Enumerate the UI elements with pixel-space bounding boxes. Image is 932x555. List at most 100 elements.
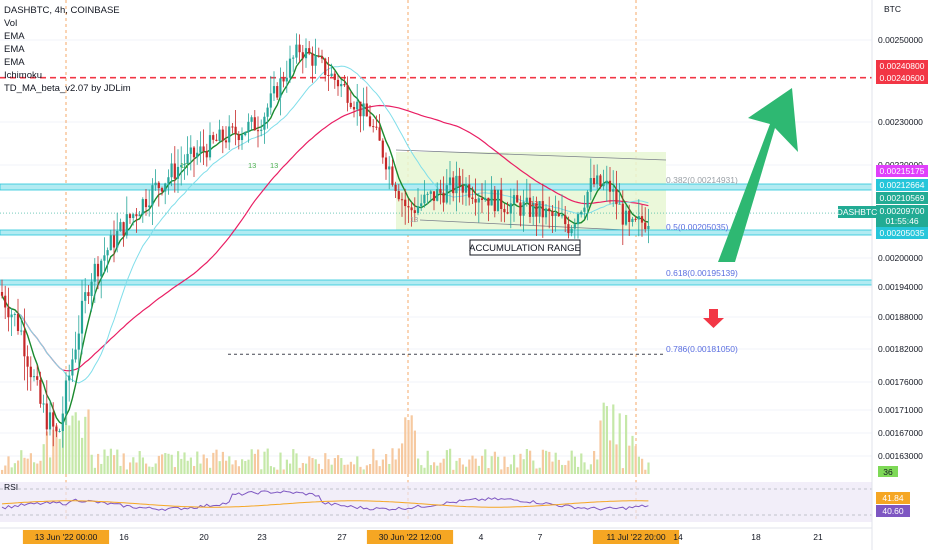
volume-bar-12: [39, 460, 42, 474]
candle-body-93: [298, 44, 301, 53]
candle-body-77: [247, 121, 250, 133]
time-tick-2: 20: [199, 532, 209, 542]
candle-body-161: [516, 195, 519, 203]
legend-td-ma[interactable]: TD_MA_beta_v2.07 by JDLim: [4, 83, 131, 94]
fib-label-3: 0.786(0.00181050): [666, 344, 738, 354]
td-count-1: 13: [270, 161, 278, 170]
candle-body-11: [36, 376, 39, 380]
volume-bar-67: [215, 449, 218, 474]
price-tag-7: 0.00205035: [880, 228, 925, 238]
volume-bar-188: [602, 402, 605, 474]
volume-bar-108: [346, 464, 349, 474]
candle-body-12: [39, 379, 42, 404]
volume-bar-11: [36, 463, 39, 474]
price-tick-9: 0.00171000: [878, 405, 923, 415]
candle-body-141: [452, 177, 455, 194]
volume-bar-95: [305, 463, 308, 474]
time-tick-7: 7: [538, 532, 543, 542]
candle-body-6: [20, 330, 23, 332]
volume-bar-46: [148, 466, 151, 474]
candle-body-24: [77, 333, 80, 350]
volume-bar-190: [609, 440, 612, 474]
volume-bar-27: [87, 409, 90, 474]
candle-body-26: [84, 292, 87, 301]
candle-body-112: [359, 101, 362, 117]
candle-body-46: [148, 205, 151, 208]
legend-ema-3[interactable]: EMA: [4, 57, 25, 68]
volume-bar-172: [551, 461, 554, 474]
volume-bar-170: [545, 450, 548, 474]
candle-body-45: [144, 199, 148, 208]
volume-bar-34: [109, 448, 112, 474]
candle-body-105: [336, 79, 340, 87]
volume-bar-50: [161, 454, 164, 474]
candle-body-151: [484, 197, 487, 200]
time-tick-1: 16: [119, 532, 129, 542]
volume-bar-105: [337, 455, 340, 474]
candle-body-97: [311, 53, 314, 66]
price-tick-8: 0.00176000: [878, 377, 923, 387]
candle-body-184: [589, 178, 592, 192]
price-tick-6: 0.00188000: [878, 312, 923, 322]
candle-body-75: [240, 135, 244, 141]
legend-vol[interactable]: Vol: [4, 18, 18, 29]
candle-body-92: [295, 44, 298, 58]
volume-bar-180: [577, 466, 580, 474]
legend-ema-2[interactable]: EMA: [4, 44, 25, 55]
candle-body-81: [260, 129, 263, 131]
candle-body-8: [26, 356, 29, 367]
volume-bar-0: [1, 469, 4, 474]
candle-body-82: [263, 116, 266, 130]
volume-bar-21: [68, 425, 71, 474]
volume-bar-60: [193, 465, 196, 474]
price-tag-bg-7: [876, 227, 928, 239]
volume-bar-65: [209, 467, 212, 474]
volume-bar-23: [74, 412, 77, 474]
volume-bar-41: [132, 457, 135, 474]
candle-body-145: [464, 184, 468, 193]
candle-body-202: [647, 226, 650, 230]
symbol-tag: DASHBTC: [837, 207, 878, 217]
volume-bar-55: [177, 451, 180, 474]
volume-bar-3: [10, 467, 13, 474]
volume-bar-2: [7, 456, 10, 474]
volume-bar-151: [484, 449, 487, 474]
volume-bar-66: [212, 452, 215, 474]
rsi-tag-bg-1: [876, 505, 910, 517]
volume-bar-75: [241, 459, 244, 474]
candle-body-117: [375, 126, 378, 128]
candle-body-47: [151, 185, 154, 206]
candle-body-33: [106, 250, 109, 256]
volume-bar-121: [388, 463, 391, 474]
price-tick-4: 0.00200000: [878, 253, 923, 263]
volume-bar-140: [449, 448, 452, 474]
price-tag-3: 0.00212664: [880, 180, 925, 190]
candle-body-16: [52, 412, 55, 427]
symbol-tag-bg: [838, 206, 876, 218]
candle-body-58: [186, 153, 189, 164]
candle-body-101: [324, 58, 327, 75]
candle-body-158: [506, 212, 509, 214]
volume-bar-70: [225, 460, 228, 474]
volume-bar-177: [567, 460, 570, 474]
symbol-title[interactable]: DASHBTC, 4h, COINBASE: [4, 5, 120, 16]
candle-body-118: [378, 127, 381, 141]
candle-body-52: [167, 177, 170, 184]
candle-body-157: [503, 208, 506, 213]
legend-ichimoku[interactable]: Ichimoku: [4, 70, 43, 81]
candle-body-134: [429, 191, 432, 194]
td-count-4: 13: [180, 161, 188, 170]
candle-body-175: [560, 215, 564, 217]
volume-bar-115: [369, 464, 372, 474]
volume-bar-160: [513, 454, 516, 474]
candle-body-78: [250, 117, 253, 122]
candle-body-190: [608, 180, 612, 192]
volume-bar-159: [509, 464, 512, 474]
legend-ema-1[interactable]: EMA: [4, 31, 25, 42]
time-tick-4: 27: [337, 532, 347, 542]
bullish-arrow: [718, 88, 798, 262]
candle-body-4: [13, 313, 16, 315]
candle-body-14: [45, 403, 48, 430]
